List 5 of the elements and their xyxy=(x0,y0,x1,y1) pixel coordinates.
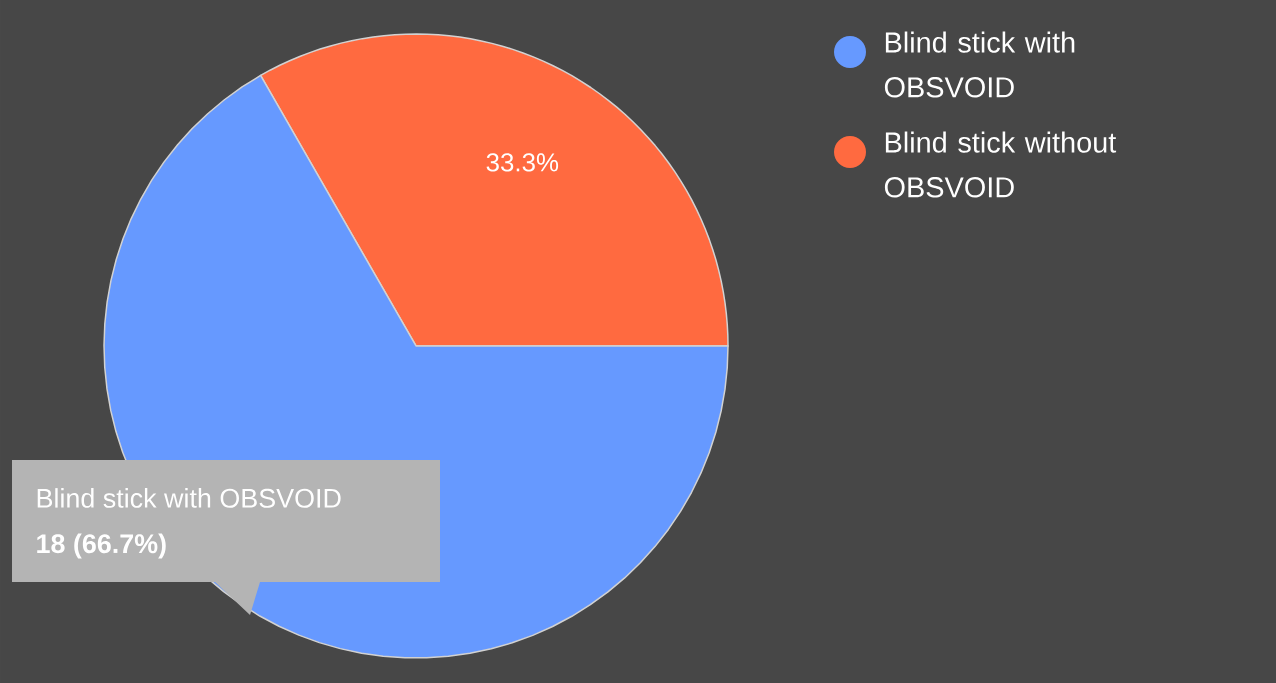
text: Blind stick with OBSVOID xyxy=(37,488,341,508)
legend-label: Blind stick without OBSVOID xyxy=(884,131,1117,198)
data-label: 33.3% xyxy=(486,153,559,172)
legend-label: Blind stick with OBSVOID xyxy=(884,31,1075,98)
text: 18 (66.7%) xyxy=(37,533,166,559)
